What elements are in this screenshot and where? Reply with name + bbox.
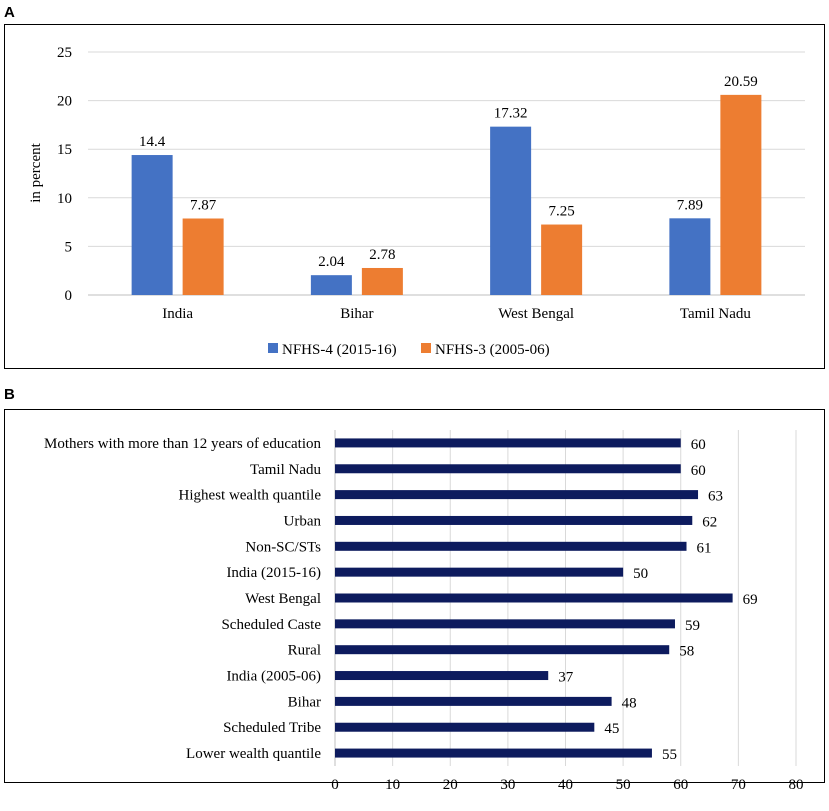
chart-a-svg: 0 5 10 15 20 25 in percent India 14.4 7.87 Bihar 2.… — [28, 45, 805, 358]
bar — [335, 696, 612, 706]
y-tick-label: 5 — [65, 239, 73, 255]
x-tick-label: 80 — [789, 777, 804, 793]
bar-nfhs4 — [131, 155, 173, 295]
x-category-label: West Bengal — [498, 306, 574, 322]
bar-value-label: 55 — [662, 747, 677, 763]
bar — [335, 619, 675, 629]
y-tick-label: 25 — [57, 45, 72, 61]
bar-value-label: 48 — [622, 695, 637, 711]
bar-nfhs3 — [361, 267, 403, 295]
category-label: Scheduled Caste — [221, 617, 321, 633]
bar-value-label: 50 — [633, 566, 648, 582]
bar — [335, 490, 699, 500]
bar — [335, 464, 681, 474]
category-label: Rural — [288, 643, 321, 659]
bar-data-label: 7.87 — [190, 198, 217, 214]
category-label: Scheduled Tribe — [223, 720, 321, 736]
bar — [335, 748, 652, 758]
x-category-label: India — [162, 306, 193, 322]
bar-value-label: 61 — [697, 540, 712, 556]
panel-a-frame — [4, 24, 825, 369]
y-tick-label: 10 — [57, 191, 72, 207]
category-label: West Bengal — [245, 591, 321, 607]
bar-value-label: 60 — [691, 437, 706, 453]
x-tick-label: 30 — [500, 777, 515, 793]
category-label: Tamil Nadu — [250, 462, 322, 478]
x-tick-label: 50 — [616, 777, 631, 793]
panel-b-frame — [4, 409, 825, 783]
bar-value-label: 63 — [708, 489, 723, 505]
x-tick-label: 0 — [331, 777, 339, 793]
x-tick-label: 40 — [558, 777, 573, 793]
category-label: Bihar — [288, 694, 321, 710]
bar-nfhs3 — [720, 94, 762, 295]
category-label: India (2015-16) — [226, 565, 321, 581]
bar — [335, 541, 687, 551]
category-label: India (2005-06) — [226, 669, 321, 685]
legend-label: NFHS-3 (2005-06) — [435, 342, 550, 358]
bar-value-label: 62 — [702, 514, 717, 530]
bar — [335, 593, 733, 603]
bar-data-label: 14.4 — [139, 134, 166, 150]
category-label: Mothers with more than 12 years of educa… — [44, 436, 322, 452]
bar-value-label: 37 — [558, 670, 574, 686]
bar-value-label: 60 — [691, 463, 706, 479]
y-tick-label: 20 — [57, 94, 72, 110]
x-tick-label: 20 — [443, 777, 458, 793]
x-category-label: Tamil Nadu — [680, 306, 752, 322]
bar — [335, 645, 670, 655]
bar-value-label: 69 — [743, 592, 758, 608]
x-category-label: Bihar — [340, 306, 373, 322]
category-label: Urban — [284, 513, 322, 529]
panel-b-label: B — [4, 386, 15, 403]
bar-value-label: 58 — [679, 644, 694, 660]
bar-nfhs4 — [669, 218, 711, 295]
bar-data-label: 2.78 — [369, 247, 395, 263]
bar — [335, 671, 549, 681]
bar — [335, 722, 595, 732]
bar-data-label: 2.04 — [318, 254, 345, 270]
bar — [335, 567, 624, 577]
bar-nfhs4 — [490, 126, 532, 295]
category-label: Lower wealth quantile — [186, 746, 321, 762]
bar-nfhs3 — [541, 224, 583, 295]
bar — [335, 438, 681, 448]
panel-a-label: A — [4, 4, 15, 21]
category-label: Highest wealth quantile — [179, 488, 322, 504]
bar-data-label: 7.89 — [677, 197, 703, 213]
bar-data-label: 7.25 — [549, 204, 575, 220]
y-tick-label: 0 — [65, 288, 73, 304]
legend-label: NFHS-4 (2015-16) — [282, 342, 397, 358]
bar-nfhs3 — [182, 218, 224, 295]
legend-swatch — [268, 343, 278, 353]
category-label: Non-SC/STs — [245, 539, 321, 555]
legend-swatch — [421, 343, 431, 353]
bar-nfhs4 — [310, 275, 352, 295]
bar-data-label: 20.59 — [724, 74, 758, 90]
bar-value-label: 45 — [604, 721, 619, 737]
y-tick-label: 15 — [57, 142, 72, 158]
y-axis-label: in percent — [28, 142, 44, 202]
x-tick-label: 10 — [385, 777, 400, 793]
x-tick-label: 70 — [731, 777, 746, 793]
bar — [335, 515, 693, 525]
x-tick-label: 60 — [673, 777, 688, 793]
bar-data-label: 17.32 — [494, 106, 528, 122]
bar-value-label: 59 — [685, 618, 700, 634]
